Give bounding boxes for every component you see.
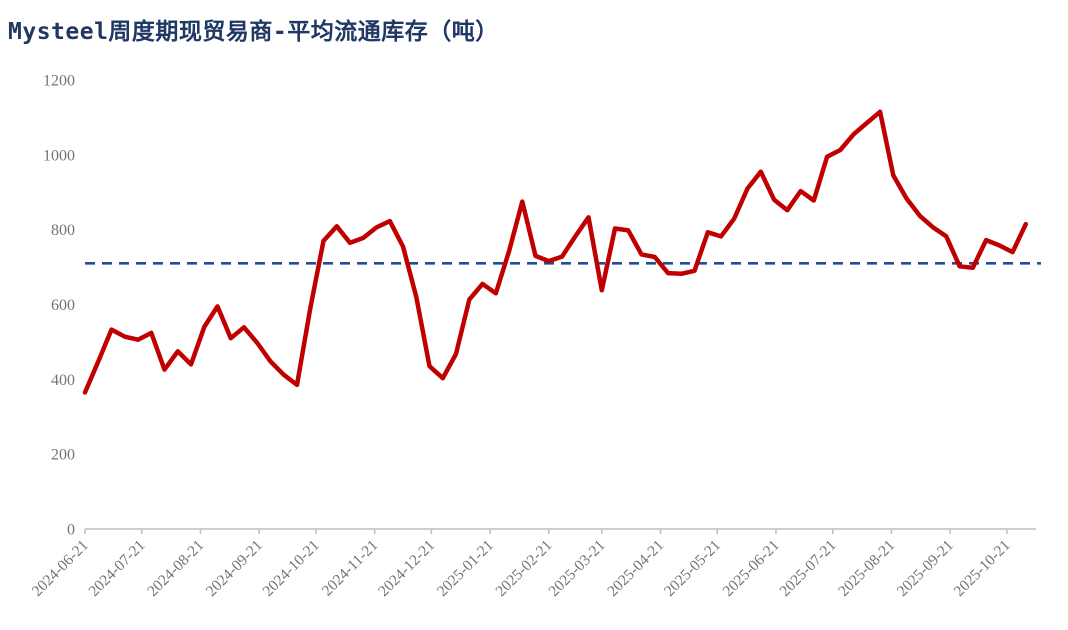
x-tick-label: 2025-03-21 — [545, 537, 608, 600]
x-tick-label: 2025-06-21 — [720, 537, 783, 600]
x-tick-label: 2025-07-21 — [776, 537, 839, 600]
series-line-inventory — [82, 109, 1029, 395]
y-tick-label: 200 — [51, 447, 75, 464]
x-tick-label: 2025-10-21 — [951, 537, 1014, 600]
x-tick-label: 2024-11-21 — [319, 537, 382, 600]
x-tick-label: 2025-05-21 — [661, 537, 724, 600]
y-tick-label: 800 — [51, 222, 75, 239]
x-tick-label: 2024-08-21 — [144, 537, 207, 600]
x-tick-label: 2024-06-21 — [29, 537, 92, 600]
x-tick-label: 2024-09-21 — [203, 537, 266, 600]
x-tick-label: 2025-08-21 — [835, 537, 898, 600]
y-tick-label: 400 — [51, 372, 75, 389]
x-tick-label: 2025-09-21 — [894, 537, 957, 600]
y-tick-label: 0 — [67, 522, 75, 539]
x-tick-label: 2024-10-21 — [260, 537, 323, 600]
y-tick-label: 1000 — [43, 147, 75, 164]
y-tick-label: 600 — [51, 297, 75, 314]
x-tick-label: 2025-04-21 — [604, 537, 667, 600]
x-tick-label: 2024-07-21 — [85, 537, 148, 600]
x-tick-label: 2025-01-21 — [434, 537, 497, 600]
x-tick-label: 2025-02-21 — [492, 537, 555, 600]
chart-title: Mysteel周度期现贸易商-平均流通库存（吨） — [8, 19, 499, 45]
y-tick-label: 1200 — [43, 73, 75, 90]
x-tick-label: 2024-12-21 — [375, 537, 438, 600]
